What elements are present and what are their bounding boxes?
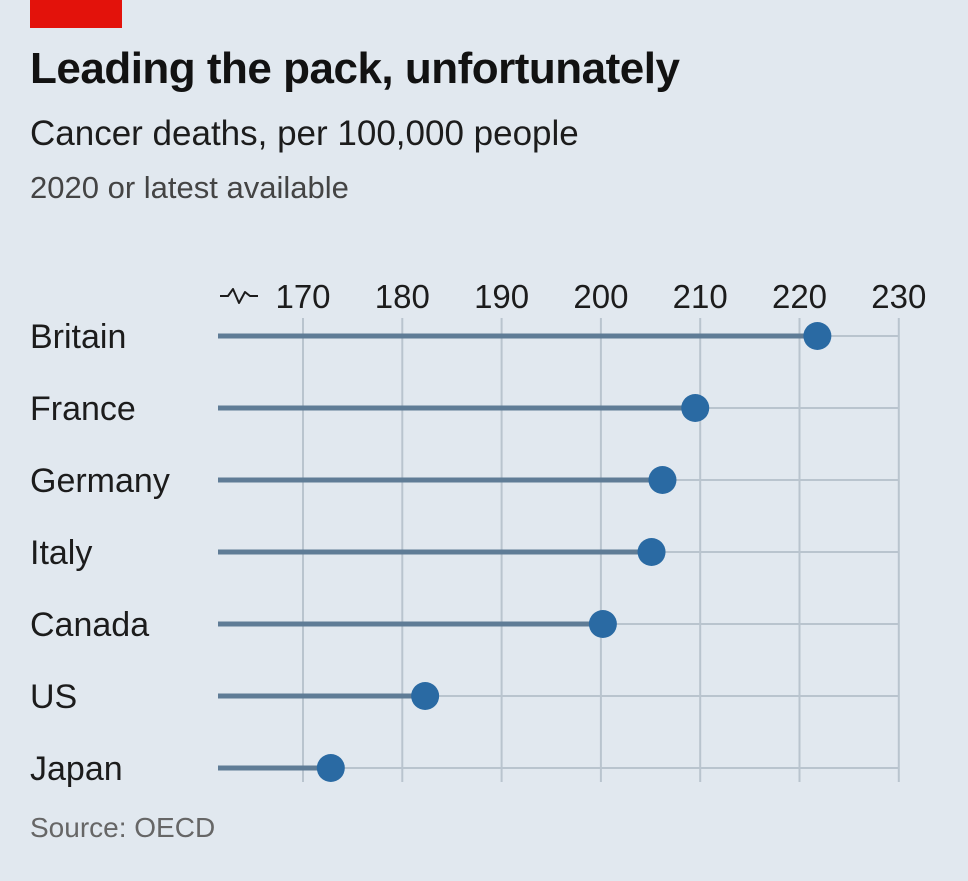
x-tick-label: 220 [772, 278, 827, 315]
category-label: Germany [30, 462, 170, 500]
x-tick-label: 180 [375, 278, 430, 315]
chart-subtitle: Cancer deaths, per 100,000 people [30, 114, 579, 153]
category-label: Canada [30, 606, 149, 644]
data-point [411, 682, 440, 710]
category-label: Japan [30, 750, 123, 788]
data-point [803, 322, 832, 350]
x-tick-label: 210 [673, 278, 728, 315]
data-point [648, 466, 677, 494]
source-note: Source: OECD [30, 812, 216, 843]
category-label: Italy [30, 534, 92, 572]
chart-title: Leading the pack, unfortunately [30, 44, 680, 93]
x-tick-label: 200 [573, 278, 628, 315]
x-tick-label: 170 [275, 278, 330, 315]
category-label: Britain [30, 318, 126, 356]
category-label: US [30, 678, 77, 716]
data-point [637, 538, 666, 566]
x-tick-label: 190 [474, 278, 529, 315]
data-point [316, 754, 345, 782]
brand-accent-bar [30, 0, 122, 28]
chart-note: 2020 or latest available [30, 170, 349, 205]
axis-break-icon [220, 288, 258, 304]
data-point [588, 610, 617, 638]
x-tick-label: 230 [871, 278, 926, 315]
data-point [681, 394, 710, 422]
category-label: France [30, 390, 136, 428]
